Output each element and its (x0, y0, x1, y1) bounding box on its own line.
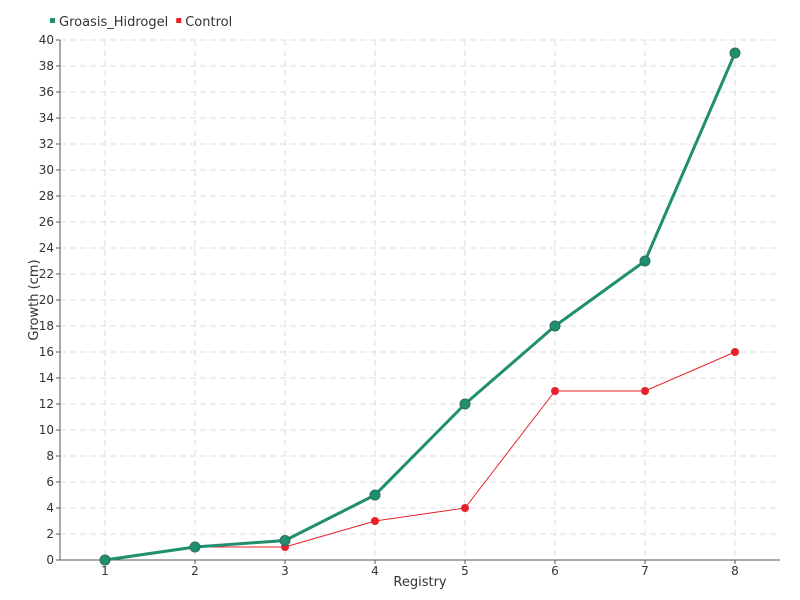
data-point[interactable] (731, 348, 739, 356)
y-tick-label: 32 (39, 137, 54, 151)
y-axis-title: Growth (cm) (27, 259, 42, 340)
y-tick-label: 24 (39, 241, 54, 255)
y-tick-label: 40 (39, 33, 54, 47)
data-point[interactable] (551, 387, 559, 395)
data-point[interactable] (461, 504, 469, 512)
data-point[interactable] (189, 541, 201, 553)
legend-item[interactable]: Control (176, 15, 232, 30)
y-tick-label: 30 (39, 163, 54, 177)
x-tick-label: 8 (731, 564, 739, 578)
y-tick-label: 12 (39, 397, 54, 411)
x-tick-label: 6 (551, 564, 559, 578)
series-groasis-hidrogel (99, 47, 741, 566)
x-tick-label: 2 (191, 564, 199, 578)
legend-label: Groasis_Hidrogel (59, 15, 168, 30)
y-tick-label: 16 (39, 345, 54, 359)
x-tick-label: 4 (371, 564, 379, 578)
grid (60, 39, 780, 560)
series (99, 47, 741, 566)
x-axis-title: Registry (393, 575, 447, 590)
y-tick-label: 20 (39, 293, 54, 307)
y-tick-label: 38 (39, 59, 54, 73)
x-tick-label: 5 (461, 564, 469, 578)
data-point[interactable] (279, 535, 291, 546)
series-line (104, 52, 737, 562)
y-tick-label: 26 (39, 215, 54, 229)
y-tick-label: 8 (46, 449, 54, 463)
legend-swatch (176, 18, 182, 23)
y-tick-label: 2 (46, 527, 54, 541)
legend: Groasis_Hidrogel Control (50, 15, 232, 30)
y-tick-label: 4 (46, 501, 54, 515)
y-tick-label: 28 (39, 189, 54, 203)
y-tick-label: 36 (39, 85, 54, 99)
y-tick-label: 34 (39, 111, 54, 125)
y-tick-label: 14 (39, 371, 54, 385)
x-tick-label: 3 (281, 564, 289, 578)
axes (56, 39, 780, 564)
y-tick-label: 6 (46, 475, 54, 489)
data-point[interactable] (549, 320, 561, 332)
y-tick-label: 10 (39, 423, 54, 437)
data-point[interactable] (371, 517, 379, 525)
legend-swatch (50, 18, 55, 23)
data-point[interactable] (99, 554, 111, 566)
x-tick-label: 7 (641, 564, 649, 578)
y-tick-label: 22 (39, 267, 54, 281)
x-tick-labels: 1 2 3 4 5 6 7 8 (101, 564, 739, 578)
data-point[interactable] (729, 47, 741, 59)
x-tick-label: 1 (101, 564, 109, 578)
data-point[interactable] (459, 398, 471, 410)
y-tick-label: 0 (46, 553, 54, 567)
y-tick-label: 18 (39, 319, 54, 333)
data-point[interactable] (641, 387, 649, 395)
legend-label: Control (185, 15, 232, 30)
data-point[interactable] (639, 255, 651, 267)
data-point[interactable] (369, 489, 381, 501)
legend-item[interactable]: Groasis_Hidrogel (50, 15, 168, 30)
